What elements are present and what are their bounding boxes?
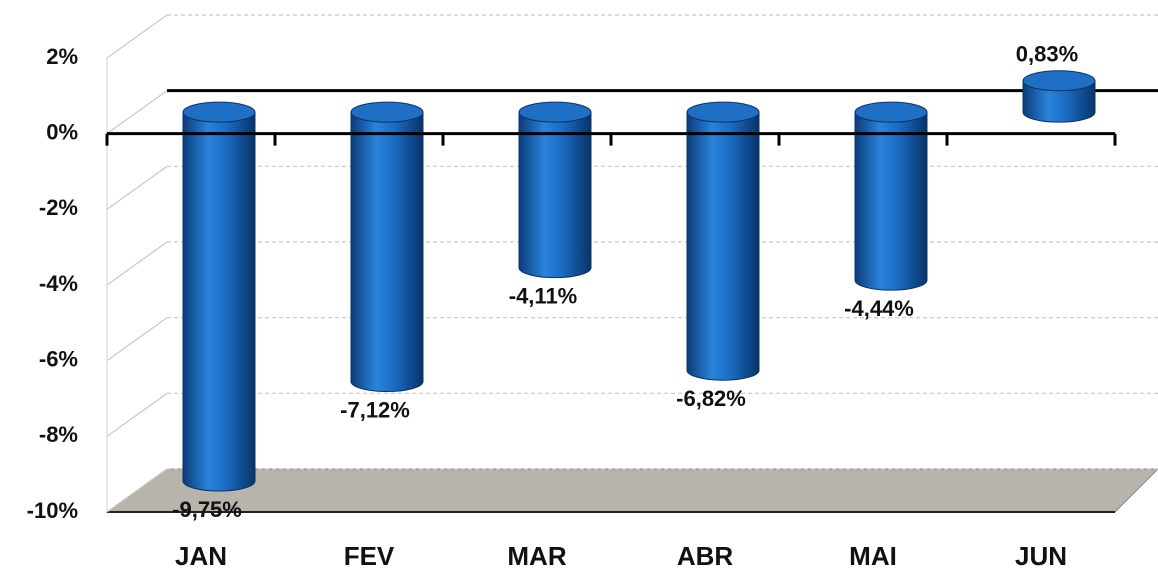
x-tick-label: JAN <box>175 541 227 571</box>
cylinder-cap <box>182 101 256 123</box>
cylinder <box>350 111 424 393</box>
cylinder-cap <box>518 101 592 123</box>
y-tick-label: -6% <box>39 346 78 371</box>
cylinder <box>518 111 592 279</box>
y-tick-label: -2% <box>39 195 78 220</box>
y-tick-label: -4% <box>39 271 78 296</box>
value-label: 0,83% <box>1016 42 1078 67</box>
x-tick-label: ABR <box>677 541 734 571</box>
side-grid-line <box>106 468 168 513</box>
cylinder-cap <box>1022 70 1096 92</box>
x-tick-label: JUN <box>1015 541 1067 571</box>
x-tick-label: MAR <box>507 541 566 571</box>
x-tick-label: FEV <box>344 541 395 571</box>
value-label: -4,11% <box>509 283 578 308</box>
side-grid-line <box>106 241 168 286</box>
y-tick-label: -8% <box>39 422 78 447</box>
floor <box>105 468 1158 513</box>
cylinder-cap <box>854 101 928 123</box>
cylinder-cap <box>350 101 424 123</box>
value-label: -9,75% <box>172 497 242 522</box>
side-grid-line <box>106 392 168 437</box>
side-grid-line <box>106 317 168 362</box>
cylinder-cap <box>686 101 760 123</box>
cylinder <box>854 111 928 291</box>
y-tick-label: -10% <box>27 498 78 523</box>
y-tick-label: 0% <box>46 119 78 144</box>
cylinder <box>182 111 256 492</box>
side-grid-line <box>106 90 168 135</box>
value-label: -6,82% <box>676 386 746 411</box>
side-grid-line <box>106 165 168 210</box>
cylinder <box>686 111 760 381</box>
cylinder <box>1022 80 1096 123</box>
value-label: -7,12% <box>340 397 410 422</box>
side-grid-line <box>106 14 168 59</box>
value-label: -4,44% <box>844 296 914 321</box>
x-tick-label: MAI <box>849 541 897 571</box>
y-tick-label: 2% <box>46 44 78 69</box>
